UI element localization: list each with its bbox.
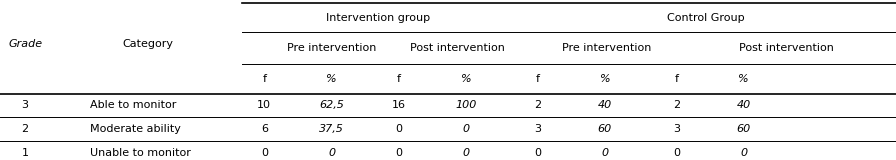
Text: 0: 0	[462, 148, 470, 158]
Text: 3: 3	[673, 124, 680, 134]
Text: 0: 0	[740, 148, 747, 158]
Text: 40: 40	[737, 100, 751, 110]
Text: 1: 1	[22, 148, 29, 158]
Text: 10: 10	[257, 100, 271, 110]
Text: 60: 60	[737, 124, 751, 134]
Text: Moderate ability: Moderate ability	[90, 124, 180, 134]
Text: Able to monitor: Able to monitor	[90, 100, 176, 110]
Text: Pre intervention: Pre intervention	[287, 43, 376, 53]
Text: 3: 3	[22, 100, 29, 110]
Text: %: %	[326, 74, 337, 84]
Text: Pre intervention: Pre intervention	[563, 43, 651, 53]
Text: 0: 0	[261, 148, 268, 158]
Text: %: %	[461, 74, 471, 84]
Text: 2: 2	[673, 100, 680, 110]
Text: 3: 3	[534, 124, 541, 134]
Text: 0: 0	[462, 124, 470, 134]
Text: 0: 0	[328, 148, 335, 158]
Text: f: f	[263, 74, 266, 84]
Text: Post intervention: Post intervention	[739, 43, 833, 53]
Text: 37,5: 37,5	[319, 124, 344, 134]
Text: Category: Category	[123, 39, 173, 49]
Text: f: f	[675, 74, 678, 84]
Text: Intervention group: Intervention group	[326, 13, 431, 23]
Text: 0: 0	[673, 148, 680, 158]
Text: 2: 2	[534, 100, 541, 110]
Text: 100: 100	[455, 100, 477, 110]
Text: 0: 0	[395, 148, 402, 158]
Text: %: %	[599, 74, 610, 84]
Text: %: %	[738, 74, 749, 84]
Text: 62,5: 62,5	[319, 100, 344, 110]
Text: Grade: Grade	[8, 39, 42, 49]
Text: Unable to monitor: Unable to monitor	[90, 148, 191, 158]
Text: 60: 60	[598, 124, 612, 134]
Text: f: f	[397, 74, 401, 84]
Text: 0: 0	[534, 148, 541, 158]
Text: 0: 0	[395, 124, 402, 134]
Text: 2: 2	[22, 124, 29, 134]
Text: Control Group: Control Group	[667, 13, 745, 23]
Text: 16: 16	[392, 100, 406, 110]
Text: f: f	[536, 74, 539, 84]
Text: Post intervention: Post intervention	[409, 43, 504, 53]
Text: 0: 0	[601, 148, 608, 158]
Text: 40: 40	[598, 100, 612, 110]
Text: 6: 6	[261, 124, 268, 134]
